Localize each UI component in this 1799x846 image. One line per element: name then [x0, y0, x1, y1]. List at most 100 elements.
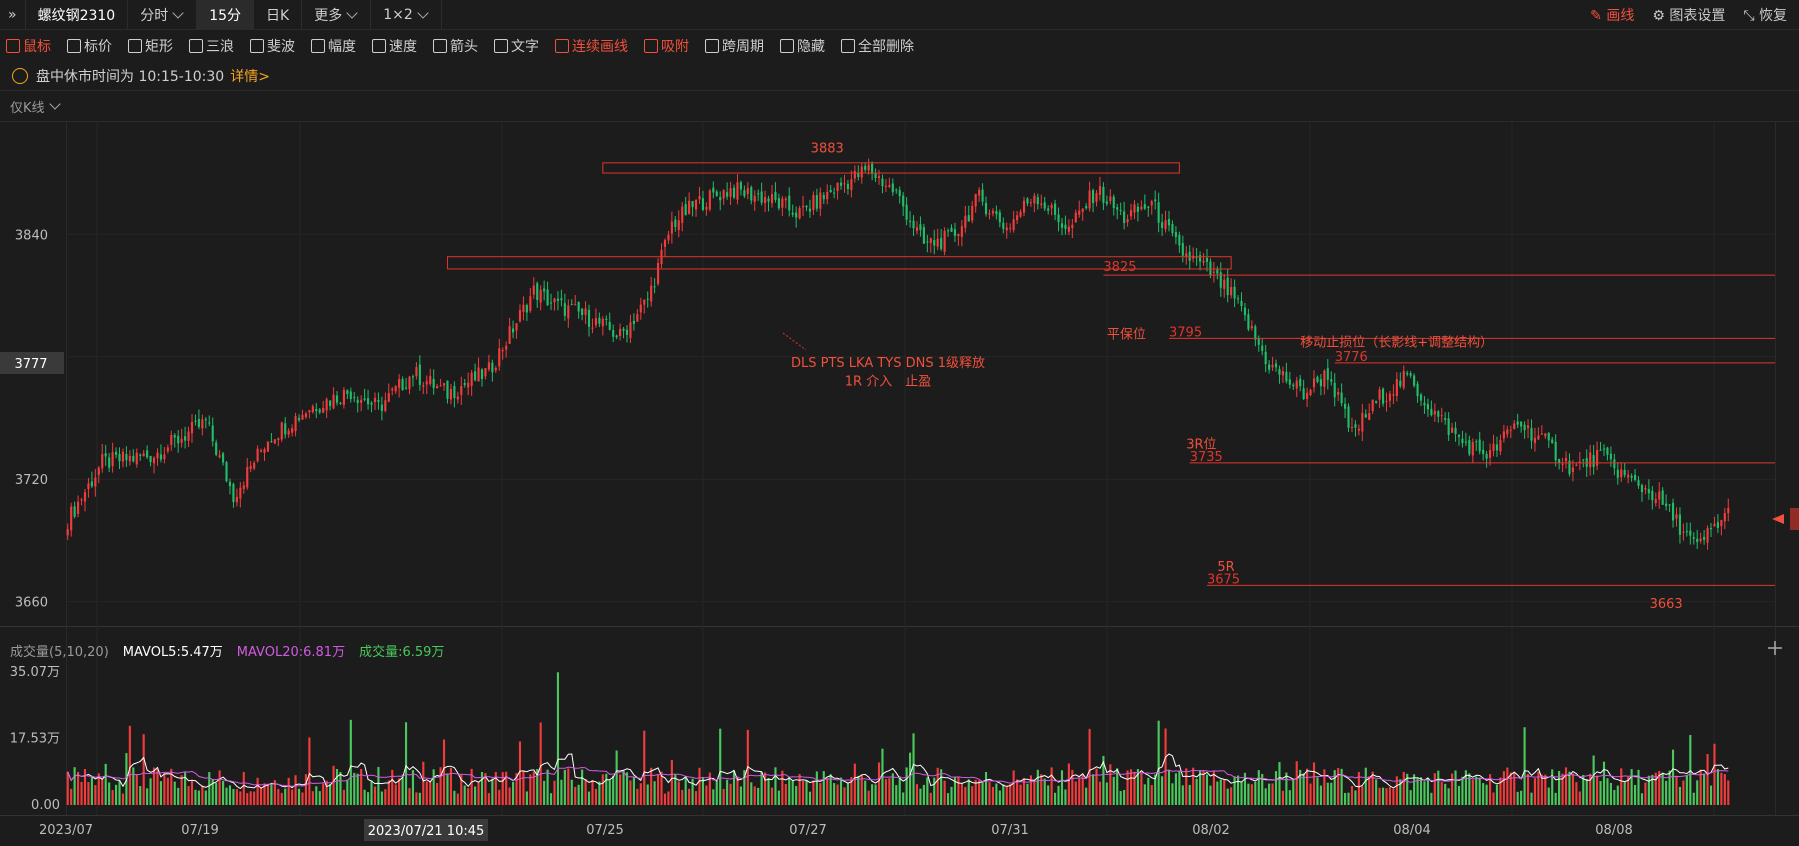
candle-body	[777, 198, 780, 209]
tool-label: 三浪	[206, 39, 234, 55]
candle-body	[1678, 514, 1682, 535]
candle-body	[1164, 220, 1167, 229]
volume-bar	[322, 783, 325, 805]
volume-bar	[1606, 778, 1609, 805]
volume-bar	[1540, 774, 1543, 805]
kline-mode-select[interactable]: 仅K线	[10, 97, 61, 116]
volume-bar	[1057, 785, 1060, 805]
candle-body	[1147, 206, 1150, 208]
tool-trash[interactable]: 全部删除	[835, 31, 920, 61]
tool-label: 跨周期	[722, 39, 764, 55]
volume-bar	[715, 781, 718, 805]
volume-bar	[1040, 774, 1043, 805]
volume-bar	[1392, 788, 1395, 805]
tab-layout[interactable]: 1×2	[371, 0, 442, 29]
candle-body	[553, 298, 556, 303]
candle-body	[1375, 400, 1378, 403]
volume-bar	[246, 793, 249, 805]
tool-price-tag[interactable]: 标价	[61, 31, 118, 61]
candle-body	[1582, 459, 1585, 461]
symbol-title[interactable]: 螺纹钢2310	[26, 0, 129, 29]
range-box-top	[602, 162, 1180, 174]
volume-bar	[1447, 788, 1450, 805]
candle-body	[1364, 414, 1367, 418]
volume-bar	[1644, 782, 1647, 805]
candle-body	[1437, 411, 1440, 417]
candle-body	[1350, 426, 1354, 428]
tool-arrow[interactable]: 箭头	[427, 31, 484, 61]
volume-bar	[774, 767, 777, 805]
volume-bar	[929, 792, 932, 805]
volume-bar	[1081, 774, 1084, 805]
candle-body	[1433, 411, 1436, 415]
volume-bar	[770, 787, 774, 805]
volume-bar	[436, 782, 439, 805]
restore-button[interactable]: ⤡ 恢复	[1743, 7, 1787, 24]
volume-bar	[1357, 771, 1360, 805]
candle-body	[83, 492, 87, 502]
volume-bar	[1123, 789, 1126, 805]
volume-bar	[111, 790, 114, 805]
candle-body	[981, 189, 984, 202]
candle-body	[1561, 463, 1564, 465]
tab-15min[interactable]: 15分	[197, 0, 255, 29]
tab-more[interactable]: 更多	[302, 0, 372, 29]
candle-body	[132, 455, 135, 462]
volume-bar	[1596, 775, 1599, 805]
candle-body	[418, 364, 421, 385]
volume-bar	[570, 779, 573, 805]
tool-magnet[interactable]: 吸附	[638, 31, 695, 61]
candle-body	[1140, 206, 1143, 210]
tool-eye-hide[interactable]: 隐藏	[774, 31, 831, 61]
candle-body	[1447, 418, 1450, 435]
tool-fibonacci[interactable]: 斐波	[244, 31, 301, 61]
volume-bar	[1437, 770, 1440, 805]
candle-body	[177, 435, 180, 444]
tool-speed[interactable]: 速度	[366, 31, 423, 61]
volume-bar	[567, 768, 570, 805]
volume-bar	[884, 779, 887, 805]
breakeven-value: 3795	[1169, 325, 1202, 340]
candle-body	[1357, 428, 1360, 431]
candle-body	[1209, 261, 1212, 275]
volume-bar	[708, 772, 711, 805]
candle-body	[1098, 185, 1102, 195]
tool-cycle[interactable]: 跨周期	[699, 31, 770, 61]
candle-body	[1551, 439, 1554, 444]
tool-pen[interactable]: 连续画线	[549, 31, 634, 61]
volume-bar	[439, 767, 442, 805]
notice-detail-link[interactable]: 详情>	[230, 69, 270, 85]
tool-wave[interactable]: 三浪	[183, 31, 240, 61]
price-tick-label: 3840	[15, 228, 48, 243]
volume-bar	[1696, 780, 1699, 805]
tool-cursor[interactable]: 鼠标	[0, 31, 57, 61]
candle-body	[1589, 452, 1592, 468]
draw-line-button[interactable]: ✎ 画线	[1590, 7, 1635, 24]
candle-body	[991, 210, 995, 214]
tool-rectangle[interactable]: 矩形	[122, 31, 179, 61]
volume-bar	[729, 783, 732, 805]
tab-fenshi[interactable]: 分时	[128, 0, 198, 29]
candle-body	[629, 322, 632, 338]
chart-settings-button[interactable]: ⚙ 图表设置	[1652, 7, 1726, 24]
volume-bar	[1226, 788, 1229, 805]
volume-bar	[1706, 754, 1709, 805]
candle-body	[988, 213, 991, 215]
tool-range[interactable]: 幅度	[305, 31, 362, 61]
candle-body	[442, 383, 446, 386]
candle-body	[266, 441, 270, 452]
candle-body	[356, 399, 359, 403]
volume-bar	[1464, 770, 1467, 805]
candle-body	[201, 419, 204, 429]
volume-bar	[674, 774, 677, 805]
expand-icon[interactable]: »	[0, 0, 26, 29]
tool-text[interactable]: 文字	[488, 31, 545, 61]
candle-body	[805, 206, 808, 208]
candle-body	[518, 310, 522, 322]
volume-bar	[1433, 773, 1436, 805]
tab-daily-k[interactable]: 日K	[254, 0, 303, 29]
volume-bar	[1630, 769, 1633, 805]
volume-indicator-select[interactable]: 成交量(5,10,20)	[10, 645, 109, 660]
volume-bar	[384, 789, 387, 805]
